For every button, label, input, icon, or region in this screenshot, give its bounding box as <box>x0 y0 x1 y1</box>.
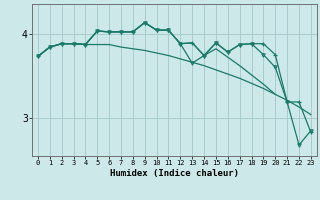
X-axis label: Humidex (Indice chaleur): Humidex (Indice chaleur) <box>110 169 239 178</box>
